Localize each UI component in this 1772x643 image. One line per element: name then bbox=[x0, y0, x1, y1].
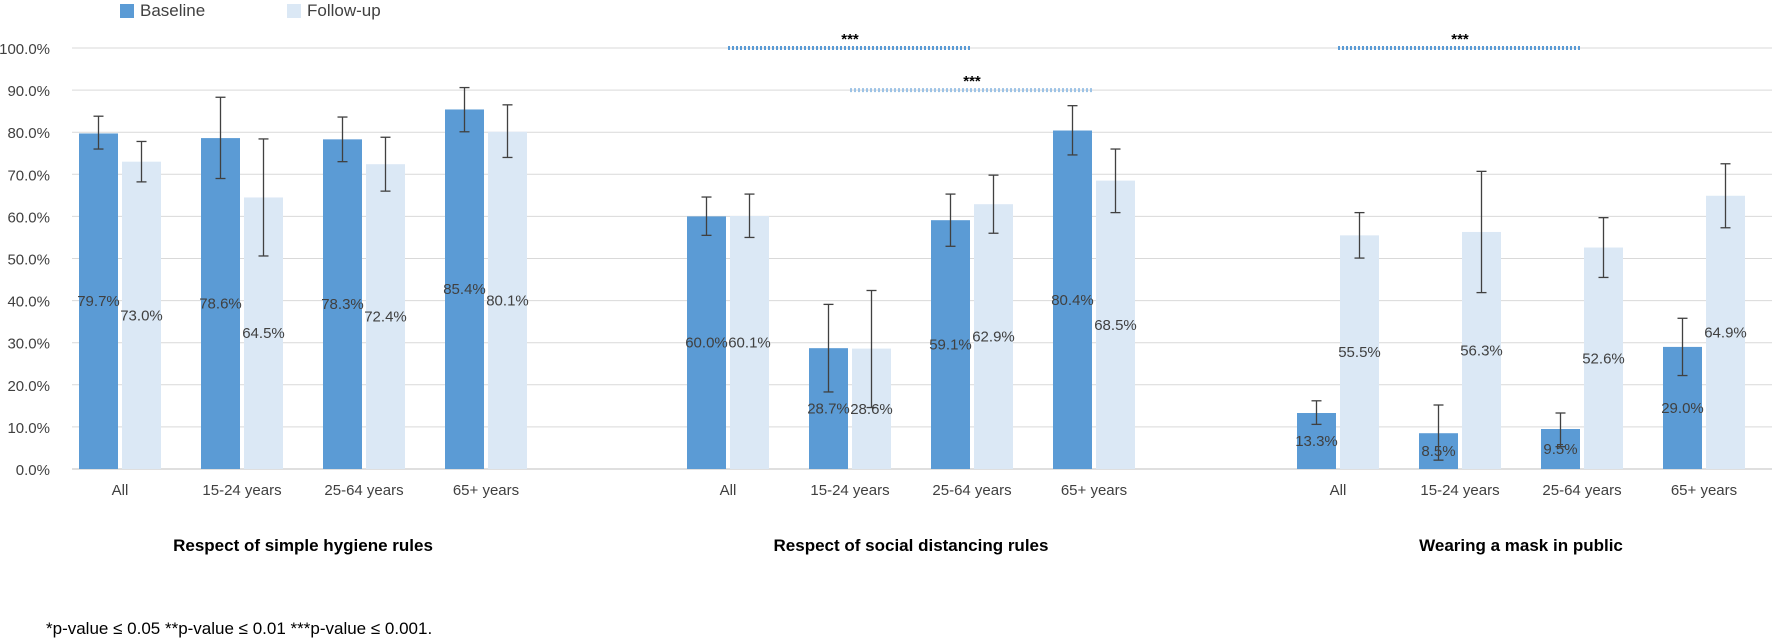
bar-followup bbox=[730, 215, 769, 469]
data-label-followup: 60.1% bbox=[728, 334, 771, 351]
bar-baseline bbox=[201, 138, 240, 469]
x-category-label: 25-64 years bbox=[324, 482, 403, 499]
y-tick-label: 30.0% bbox=[7, 336, 50, 353]
y-tick-label: 20.0% bbox=[7, 378, 50, 395]
data-label-followup: 80.1% bbox=[486, 292, 529, 309]
y-tick-label: 60.0% bbox=[7, 209, 50, 226]
y-tick-label: 0.0% bbox=[16, 462, 50, 479]
y-tick-label: 10.0% bbox=[7, 420, 50, 437]
legend-swatch-followup bbox=[287, 4, 301, 18]
data-label-baseline: 29.0% bbox=[1661, 400, 1704, 417]
significance-label: *** bbox=[1451, 31, 1469, 48]
x-category-label: All bbox=[1330, 482, 1347, 499]
x-category-label: 25-64 years bbox=[932, 482, 1011, 499]
data-label-followup: 56.3% bbox=[1460, 342, 1503, 359]
data-label-baseline: 85.4% bbox=[443, 281, 486, 298]
bar-baseline bbox=[1053, 130, 1092, 470]
data-label-baseline: 60.0% bbox=[685, 335, 728, 352]
y-tick-label: 40.0% bbox=[7, 294, 50, 311]
bar-followup bbox=[366, 164, 405, 470]
x-category-label: 15-24 years bbox=[810, 482, 889, 499]
data-label-followup: 55.5% bbox=[1338, 344, 1381, 361]
data-label-baseline: 79.7% bbox=[77, 293, 120, 310]
bar-baseline bbox=[687, 216, 726, 469]
data-label-followup: 64.9% bbox=[1704, 324, 1747, 341]
x-category-label: 15-24 years bbox=[1420, 482, 1499, 499]
data-label-baseline: 28.7% bbox=[807, 401, 850, 418]
group-title: Wearing a mask in public bbox=[1419, 536, 1623, 555]
chart-legend: Baseline bbox=[120, 0, 205, 22]
bar-followup bbox=[488, 131, 527, 470]
significance-label: *** bbox=[963, 73, 981, 90]
x-category-label: All bbox=[720, 482, 737, 499]
x-category-label: 65+ years bbox=[1671, 482, 1737, 499]
significance-label: *** bbox=[841, 31, 859, 48]
bar-followup bbox=[122, 161, 161, 470]
y-tick-label: 80.0% bbox=[7, 125, 50, 142]
bar-followup bbox=[1706, 195, 1745, 469]
data-label-followup: 73.0% bbox=[120, 307, 163, 324]
data-label-followup: 52.6% bbox=[1582, 350, 1625, 367]
data-label-baseline: 8.5% bbox=[1421, 443, 1455, 460]
bar-baseline bbox=[445, 109, 484, 469]
bar-baseline bbox=[79, 133, 118, 469]
y-tick-label: 100.0% bbox=[0, 41, 50, 58]
bar-baseline bbox=[931, 220, 970, 469]
chart-legend-followup: Follow-up bbox=[287, 0, 381, 22]
bar-followup bbox=[1584, 247, 1623, 469]
bar-followup bbox=[1096, 180, 1135, 470]
footnote: *p-value ≤ 0.05 **p-value ≤ 0.01 ***p-va… bbox=[46, 619, 433, 638]
data-label-followup: 28.6% bbox=[850, 401, 893, 418]
data-label-followup: 62.9% bbox=[972, 329, 1015, 346]
data-label-followup: 68.5% bbox=[1094, 317, 1137, 334]
x-category-label: 25-64 years bbox=[1542, 482, 1621, 499]
data-label-followup: 72.4% bbox=[364, 309, 407, 326]
y-tick-label: 50.0% bbox=[7, 252, 50, 269]
data-label-baseline: 59.1% bbox=[929, 337, 972, 354]
y-tick-label: 70.0% bbox=[7, 167, 50, 184]
bar-followup bbox=[974, 204, 1013, 470]
group-title: Respect of social distancing rules bbox=[774, 536, 1049, 555]
legend-label-baseline: Baseline bbox=[140, 1, 206, 20]
data-label-baseline: 78.3% bbox=[321, 296, 364, 313]
y-tick-label: 90.0% bbox=[7, 83, 50, 100]
bar-baseline bbox=[323, 139, 362, 469]
legend-swatch-baseline bbox=[120, 4, 134, 18]
x-category-label: All bbox=[112, 482, 129, 499]
data-label-baseline: 9.5% bbox=[1543, 441, 1577, 458]
bar-followup bbox=[1340, 235, 1379, 469]
data-label-baseline: 80.4% bbox=[1051, 292, 1094, 309]
legend-label-followup: Follow-up bbox=[307, 1, 381, 20]
x-category-label: 15-24 years bbox=[202, 482, 281, 499]
group-title: Respect of simple hygiene rules bbox=[173, 536, 433, 555]
data-label-baseline: 13.3% bbox=[1295, 433, 1338, 450]
x-category-label: 65+ years bbox=[453, 482, 519, 499]
data-label-baseline: 78.6% bbox=[199, 296, 242, 313]
x-category-label: 65+ years bbox=[1061, 482, 1127, 499]
data-label-followup: 64.5% bbox=[242, 325, 285, 342]
